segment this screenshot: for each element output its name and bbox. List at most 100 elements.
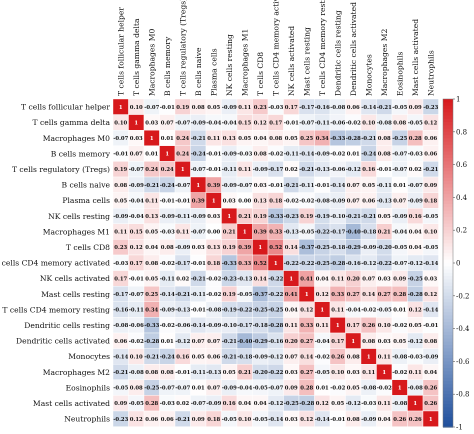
colorbar-segment [443, 151, 453, 156]
cell-value-label: 1 [243, 230, 247, 236]
cell-value-label: 0.05 [114, 198, 127, 204]
cell-value-label: -0.02 [377, 386, 392, 392]
cell-value-label: 0.03 [254, 183, 267, 189]
cell-value-label: 0.19 [176, 105, 189, 111]
cell-value-label: -0.07 [392, 261, 407, 267]
cell-value-label: -0.06 [330, 167, 345, 173]
cell-value-label: -0.05 [113, 386, 128, 392]
colorbar-segment [443, 364, 453, 369]
cell-value-label: -0.24 [160, 354, 175, 360]
colorbar-segment [443, 105, 453, 110]
cell-value-label: 0.08 [254, 152, 267, 158]
cell-value-label: 0.12 [316, 292, 329, 298]
row-label: Monocytes [68, 352, 110, 361]
cell-value-label: -0.04 [129, 198, 144, 204]
cell-value-label: -0.07 [408, 183, 423, 189]
cell-value-label: 0.09 [409, 105, 422, 111]
heatmap-cells [112, 98, 439, 427]
cell-value-label: -0.03 [268, 105, 283, 111]
cell-value-label: 0.28 [300, 386, 313, 392]
cell-value-label: 0.01 [161, 339, 174, 345]
cell-value-label: 0.11 [362, 370, 375, 376]
cell-value-label: 0.24 [176, 136, 189, 142]
colorbar-segment [443, 420, 453, 425]
cell-value-label: -0.01 [330, 417, 345, 423]
cell-value-label: -0.09 [160, 214, 175, 220]
cell-value-label: 0.13 [223, 136, 236, 142]
colorbar-segment [443, 387, 453, 392]
colorbar-segment [443, 256, 453, 261]
colorbar-segment [443, 99, 453, 103]
cell-value-label: -0.04 [206, 120, 221, 126]
colorbar-segment [443, 397, 453, 402]
colorbar-segment [443, 354, 453, 359]
cell-value-label: 0.27 [347, 292, 360, 298]
column-label: T cells gamma delta [132, 18, 141, 96]
cell-value-label: 0.11 [378, 354, 391, 360]
cell-value-label: -0.20 [253, 370, 268, 376]
cell-value-label: 0.03 [424, 276, 437, 282]
colorbar-segment [443, 390, 453, 395]
cell-value-label: 0.25 [300, 136, 313, 142]
cell-value-label: 0.27 [300, 370, 313, 376]
cell-value-label: 0.10 [238, 417, 251, 423]
cell-value-label: -0.09 [222, 386, 237, 392]
cell-value-label: 0.05 [285, 136, 298, 142]
cell-value-label: 0.17 [269, 120, 282, 126]
column-label: T cells follicular helper [116, 7, 125, 96]
colorbar-tick-label: 0.2 [456, 227, 467, 235]
cell-value-label: -0.17 [175, 261, 190, 267]
cell-value-label: 0.07 [393, 198, 406, 204]
cell-value-label: 0.06 [207, 354, 220, 360]
colorbar-segment [443, 322, 453, 326]
cell-value-label: 0.28 [409, 136, 422, 142]
cell-value-label: 0.01 [347, 152, 360, 158]
cell-value-label: 0.13 [254, 198, 267, 204]
row-label: NK cells activated [40, 274, 110, 283]
colorbar-segment [443, 361, 453, 366]
colorbar-tick-label: 0.8 [456, 128, 467, 136]
cell-value-label: -0.09 [253, 167, 268, 173]
cell-value-label: 1 [320, 308, 324, 314]
colorbar-segment [443, 233, 453, 238]
cell-value-label: -0.16 [346, 261, 361, 267]
colorbar-tick-label: 0.4 [456, 194, 468, 202]
colorbar-segment [443, 108, 453, 113]
row-label: Dendritic cells activated [16, 337, 110, 346]
cell-value-label: -0.28 [330, 261, 345, 267]
cell-value-label: -0.21 [222, 339, 237, 345]
cell-value-label: -0.29 [346, 245, 361, 251]
cell-value-label: 0.28 [393, 292, 406, 298]
colorbar-segment [443, 141, 453, 146]
cell-value-label: 0.27 [300, 339, 313, 345]
cell-value-label: -0.28 [299, 401, 314, 407]
cell-value-label: -0.01 [377, 167, 392, 173]
cell-value-label: 0.26 [362, 323, 375, 329]
cell-value-label: 0.05 [393, 339, 406, 345]
cell-value-label: -0.03 [113, 261, 128, 267]
cell-value-label: -0.09 [191, 120, 206, 126]
colorbar-segment [443, 220, 453, 225]
cell-value-label: -0.25 [408, 276, 423, 282]
cell-value-label: 0.26 [424, 401, 437, 407]
cell-value-label: -0.05 [315, 370, 330, 376]
cell-value-label: -0.06 [129, 323, 144, 329]
cell-value-label: 0.05 [223, 370, 236, 376]
cell-value-label: -0.37 [299, 245, 314, 251]
column-label: B cells naive [194, 47, 203, 96]
cell-value-label: -0.03 [160, 401, 175, 407]
cell-value-label: -0.33 [330, 136, 345, 142]
column-label: T cells regulatory (Tregs) [178, 0, 187, 96]
cell-value-label: -0.10 [330, 214, 345, 220]
cell-value-label: -0.33 [144, 323, 159, 329]
cell-value-label: -0.23 [423, 105, 438, 111]
cell-value-label: -0.02 [361, 308, 376, 314]
cell-value-label: 0.11 [145, 198, 158, 204]
row-label: Eosinophils [66, 383, 111, 392]
cell-value-label: -0.01 [191, 261, 206, 267]
cell-value-label: 0.03 [285, 370, 298, 376]
colorbar-segment [443, 423, 453, 428]
cell-value-label: 0.27 [378, 292, 391, 298]
column-label: Macrophages M0 [147, 29, 156, 96]
column-label: NK cells activated [287, 26, 296, 96]
